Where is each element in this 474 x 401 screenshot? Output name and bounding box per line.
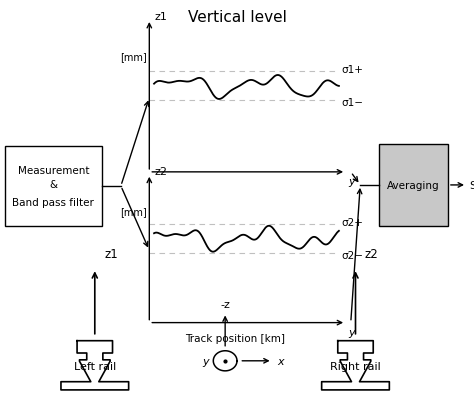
Text: Band pass filter: Band pass filter bbox=[12, 198, 94, 207]
Text: y: y bbox=[348, 327, 355, 337]
Text: y: y bbox=[348, 176, 355, 186]
Text: z2: z2 bbox=[365, 248, 379, 261]
Text: z2: z2 bbox=[154, 166, 167, 176]
Text: [mm]: [mm] bbox=[120, 207, 147, 217]
Text: σ1−: σ1− bbox=[341, 98, 363, 108]
Text: Measurement: Measurement bbox=[18, 166, 89, 175]
Text: σ1+: σ1+ bbox=[341, 65, 363, 75]
Text: Left rail: Left rail bbox=[73, 361, 116, 371]
Text: z1: z1 bbox=[154, 12, 167, 22]
FancyBboxPatch shape bbox=[5, 146, 102, 227]
Text: Right rail: Right rail bbox=[330, 361, 381, 371]
Text: σ2+: σ2+ bbox=[341, 218, 363, 228]
Text: &: & bbox=[49, 180, 57, 189]
Text: Vertical level: Vertical level bbox=[188, 10, 286, 25]
FancyBboxPatch shape bbox=[379, 144, 448, 227]
Text: [mm]: [mm] bbox=[120, 52, 147, 62]
Text: σ2−: σ2− bbox=[341, 251, 363, 261]
Text: Averaging: Averaging bbox=[387, 180, 440, 190]
Text: y: y bbox=[202, 356, 209, 366]
Text: -z: -z bbox=[220, 299, 230, 309]
Text: SDH: SDH bbox=[469, 180, 474, 190]
Text: x: x bbox=[277, 356, 284, 366]
Text: z1: z1 bbox=[104, 248, 118, 261]
Text: Track position [km]: Track position [km] bbox=[185, 333, 284, 343]
